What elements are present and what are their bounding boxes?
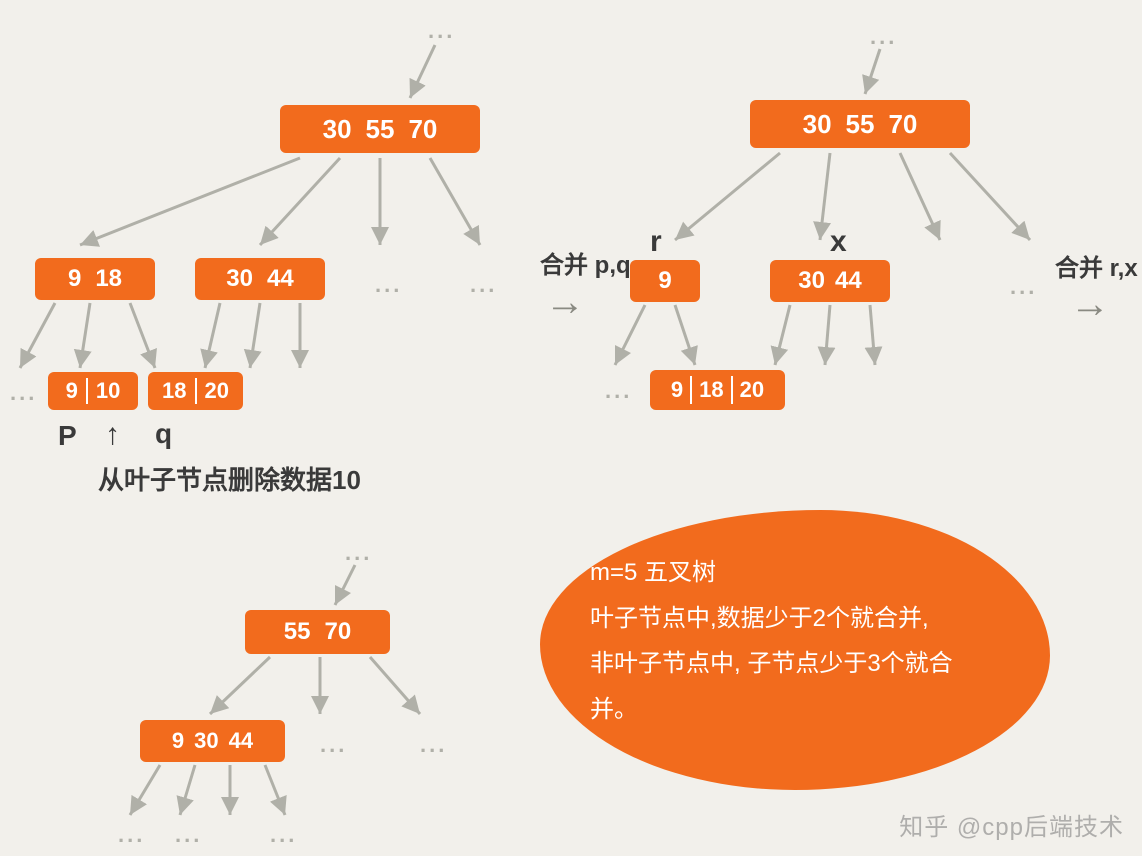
- rt-node-r: 9: [630, 260, 700, 302]
- val: 30: [226, 265, 253, 293]
- val: 70: [888, 109, 917, 140]
- val: 20: [740, 377, 764, 403]
- divider: [195, 378, 197, 405]
- rt-r-children-arrows: [590, 300, 750, 380]
- bt-root-node: 55 70: [245, 610, 390, 654]
- bt-leaf-dots1: ...: [118, 822, 145, 848]
- val: 9: [658, 267, 671, 295]
- bt-dots2: ...: [420, 732, 447, 758]
- val: 9: [671, 377, 683, 403]
- lt-mid-right-node: 30 44: [195, 258, 325, 300]
- arrow-up-label: ↑: [105, 418, 120, 452]
- q-label: q: [155, 418, 172, 450]
- val: 30: [798, 267, 825, 295]
- val: 44: [229, 728, 253, 754]
- val: 55: [846, 109, 875, 140]
- val: 70: [408, 114, 437, 145]
- lt-mid-dots1: ...: [375, 272, 402, 298]
- val: 44: [267, 265, 294, 293]
- lt-leaf-p-node: 9 10: [48, 372, 138, 410]
- val: 18: [162, 378, 186, 404]
- p-label: P: [58, 420, 77, 452]
- lt-mid-left-node: 9 18: [35, 258, 155, 300]
- val: 9: [66, 378, 78, 404]
- lt-leaf-dots: ...: [10, 380, 37, 406]
- val: 9: [172, 728, 184, 754]
- rt-root-children-arrows: [620, 148, 1120, 258]
- rt-leaf-dots: ...: [605, 378, 632, 404]
- bt-dots1: ...: [320, 732, 347, 758]
- merge-rx-label: 合并 r,x: [1055, 248, 1138, 283]
- bt-mid-node: 9 30 44: [140, 720, 285, 762]
- rt-mid-dots: ...: [1010, 274, 1037, 300]
- lt-annotation: 从叶子节点删除数据10: [98, 460, 361, 497]
- arrow-right-1: →: [545, 280, 585, 325]
- val: 30: [323, 114, 352, 145]
- watermark: 知乎 @cpp后端技术: [899, 807, 1124, 842]
- rt-root-dots: ...: [870, 24, 897, 50]
- val: 20: [205, 378, 229, 404]
- blob-line2: 叶子节点中,数据少于2个就合并,: [590, 596, 1000, 642]
- r-label: r: [650, 225, 662, 259]
- blob-line1: m=5 五叉树: [590, 550, 1000, 596]
- rt-root-node: 30 55 70: [750, 100, 970, 148]
- bt-mid-children-arrows: [100, 760, 340, 830]
- merge-pq-label: 合并 p,q: [540, 245, 631, 280]
- lt-mid-dots2: ...: [470, 272, 497, 298]
- divider: [86, 378, 88, 405]
- val: 9: [68, 265, 81, 293]
- rt-leaf-merged-node: 9 18 20: [650, 370, 785, 410]
- arrow-right-2: →: [1070, 282, 1110, 327]
- blob-line3: 非叶子节点中, 子节点少于3个就合并。: [590, 641, 1000, 732]
- rt-node-x: 30 44: [770, 260, 890, 302]
- info-blob: m=5 五叉树 叶子节点中,数据少于2个就合并, 非叶子节点中, 子节点少于3个…: [540, 510, 1050, 790]
- rt-x-children-arrows: [760, 300, 940, 380]
- lt-root-dots: ...: [428, 18, 455, 44]
- val: 30: [803, 109, 832, 140]
- x-label: x: [830, 225, 847, 259]
- lt-leaf-q-node: 18 20: [148, 372, 243, 410]
- lt-root-node: 30 55 70: [280, 105, 480, 153]
- val: 10: [96, 378, 120, 404]
- val: 18: [95, 265, 122, 293]
- bt-leaf-dots3: ...: [270, 822, 297, 848]
- val: 18: [699, 377, 723, 403]
- bt-root-dots: ...: [345, 540, 372, 566]
- rt-arrow-root: [820, 44, 940, 104]
- val: 30: [194, 728, 218, 754]
- val: 70: [325, 618, 352, 646]
- divider: [731, 376, 733, 404]
- val: 55: [366, 114, 395, 145]
- divider: [690, 376, 692, 404]
- bt-arrow-root: [300, 560, 400, 615]
- lt-root-children-arrows: [40, 150, 540, 270]
- val: 44: [835, 267, 862, 295]
- bt-leaf-dots2: ...: [175, 822, 202, 848]
- val: 55: [284, 618, 311, 646]
- lt-arrow-root: [380, 40, 500, 110]
